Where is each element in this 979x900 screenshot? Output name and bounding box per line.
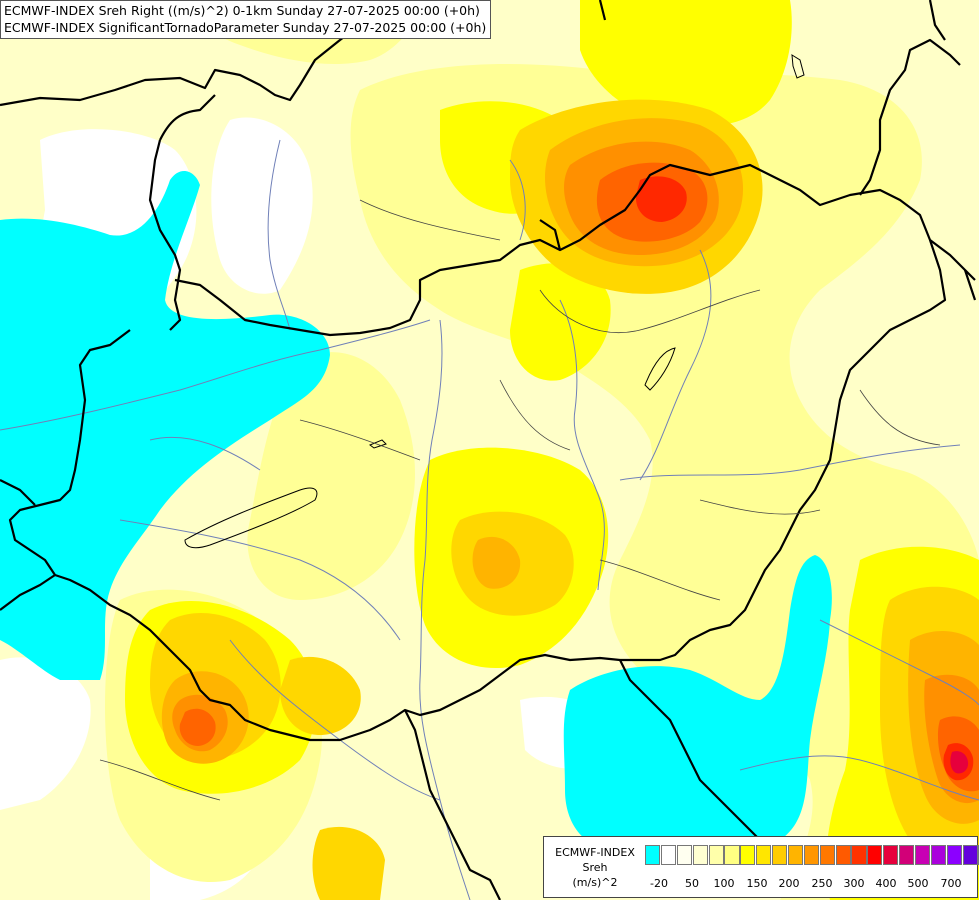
legend-swatch — [899, 845, 915, 865]
legend-swatch — [946, 845, 962, 865]
legend-swatch — [724, 845, 740, 865]
legend-swatch — [787, 845, 804, 865]
legend-swatch — [740, 845, 756, 865]
legend-swatch — [660, 845, 677, 865]
legend-tick-label: 300 — [843, 877, 865, 890]
legend-swatch — [851, 845, 867, 865]
legend-swatch — [803, 845, 819, 865]
legend-title-line-3: (m/s)^2 — [572, 876, 618, 889]
legend-swatch — [835, 845, 851, 865]
legend-ticks: -20 50 100 150 200 250 300 400 500 700 — [645, 877, 975, 891]
legend-swatch — [867, 845, 883, 865]
legend-swatch — [708, 845, 724, 865]
legend-swatches — [645, 845, 979, 865]
magenta-zones — [950, 751, 969, 774]
legend-swatch — [819, 845, 835, 865]
legend-swatch — [962, 845, 978, 865]
map-title-line-1: ECMWF-INDEX Sreh Right ((m/s)^2) 0-1km S… — [4, 3, 480, 18]
legend-title-line-1: ECMWF-INDEX — [555, 846, 635, 859]
legend-tick-label: 700 — [940, 877, 962, 890]
legend-swatch — [772, 845, 788, 865]
legend-swatch — [645, 845, 661, 865]
legend-title: ECMWF-INDEX Sreh (m/s)^2 — [548, 845, 642, 890]
legend-title-line-2: Sreh — [582, 861, 608, 874]
legend-swatch — [914, 845, 931, 865]
legend-tick-label: -20 — [650, 877, 668, 890]
lakes — [184, 54, 805, 549]
legend-swatch — [883, 845, 899, 865]
cyan-zones — [0, 170, 832, 854]
legend-tick-label: 200 — [778, 877, 800, 890]
legend-swatch — [930, 845, 946, 865]
legend-swatch — [692, 845, 708, 865]
legend-tick-label: 250 — [811, 877, 833, 890]
color-legend: ECMWF-INDEX Sreh (m/s)^2 -20 50 100 150 200 2… — [543, 836, 979, 898]
legend-swatch — [756, 845, 772, 865]
legend-tick-label: 50 — [685, 877, 699, 890]
legend-tick-label: 400 — [875, 877, 897, 890]
regional-borders — [99, 199, 941, 801]
legend-tick-label: 500 — [907, 877, 929, 890]
legend-swatch — [676, 845, 692, 865]
legend-tick-label: 100 — [713, 877, 735, 890]
map-title-line-2: ECMWF-INDEX SignificantTornadoParameter … — [4, 20, 487, 35]
map-title-box: ECMWF-INDEX Sreh Right ((m/s)^2) 0-1km S… — [0, 0, 492, 39]
legend-tick-label: 150 — [746, 877, 768, 890]
